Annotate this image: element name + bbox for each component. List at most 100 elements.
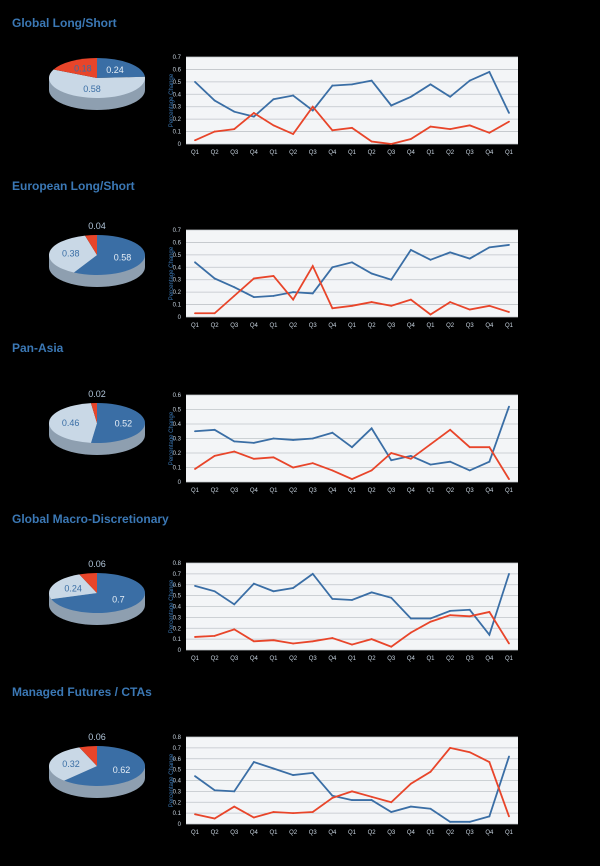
x-tick-label: Q2 [289, 150, 298, 156]
x-tick-label: Q3 [230, 830, 239, 836]
pie-label: 0.58 [114, 253, 132, 263]
x-tick-label: Q1 [505, 656, 514, 662]
blue-data-point [390, 596, 393, 599]
blue-data-point [508, 244, 510, 246]
pie-label: 0.38 [62, 249, 80, 259]
red-data-point [409, 298, 412, 301]
x-tick-label: Q2 [289, 656, 298, 662]
x-tick-label: Q3 [309, 830, 318, 836]
x-tick-label: Q2 [446, 150, 455, 156]
y-tick-label: 0.3 [173, 437, 182, 443]
blue-data-point [213, 99, 216, 102]
x-tick-label: Q4 [407, 150, 416, 156]
red-data-point [488, 131, 491, 134]
x-tick-label: Q3 [230, 488, 239, 494]
x-tick-label: Q2 [446, 488, 455, 494]
red-data-point [213, 455, 216, 457]
y-tick-label: 0.3 [173, 789, 182, 795]
red-data-point [390, 304, 393, 307]
line-chart: 0 0.1 0.2 0.3 0.4 0.5 0.6 0.7 0.8 Percentage Chan… [169, 735, 518, 836]
line-chart: 0 0.1 0.2 0.3 0.4 0.5 0.6 0.7 Percentage Change Q… [169, 228, 518, 329]
y-tick-label: 0.7 [173, 55, 182, 61]
red-data-point [390, 645, 393, 648]
red-data-point [351, 643, 353, 646]
y-tick-label: 0.2 [173, 117, 182, 123]
red-data-point [194, 468, 196, 470]
blue-data-point [409, 95, 412, 98]
y-tick-label: 0.4 [173, 422, 182, 428]
pie-chart: 0.52 0.46 0.02 [49, 389, 145, 455]
pie-label: 0.46 [62, 418, 80, 428]
pie-label: 0.32 [62, 759, 80, 769]
x-tick-label: Q4 [328, 656, 337, 662]
blue-data-point [488, 246, 491, 249]
x-tick-label: Q2 [368, 150, 377, 156]
y-tick-label: 0.7 [173, 228, 182, 234]
blue-data-point [292, 587, 295, 589]
red-data-point [508, 642, 510, 645]
blue-data-point [370, 799, 373, 801]
blue-data-point [233, 603, 236, 606]
red-data-point [370, 140, 373, 143]
pie-label: 0.62 [113, 765, 131, 775]
pie-chart: 0.7 0.24 0.06 [48, 559, 145, 625]
x-tick-label: Q4 [328, 323, 337, 329]
chart-section: Pan-Asia 0.52 0.46 0.02 0 0.1 0.2 0.3 0.4 0.5 0.6 P… [12, 341, 518, 494]
red-data-point [409, 138, 412, 140]
red-data-point [233, 128, 236, 130]
pie-slice [48, 747, 97, 781]
red-data-point [370, 638, 373, 641]
red-data-point [449, 301, 452, 303]
blue-data-point [213, 789, 216, 792]
x-tick-label: Q2 [368, 323, 377, 329]
y-tick-label: 0.6 [173, 67, 182, 73]
pie-label: 0.06 [88, 559, 106, 569]
x-tick-label: Q4 [250, 656, 259, 662]
pie-chart: 0.62 0.32 0.06 [48, 732, 145, 798]
pie-slice [48, 574, 97, 600]
red-data-point [272, 811, 275, 813]
blue-data-point [272, 294, 275, 297]
red-data-point [449, 128, 452, 130]
pie-chart: 0.58 0.38 0.04 [49, 221, 145, 287]
section-title: Global Long/Short [12, 16, 117, 30]
blue-data-point [292, 94, 295, 97]
x-tick-label: Q3 [387, 830, 396, 836]
red-data-point [429, 313, 432, 316]
x-tick-label: Q4 [407, 830, 416, 836]
red-data-point [292, 298, 295, 301]
red-data-point [429, 770, 432, 773]
x-tick-label: Q1 [269, 656, 278, 662]
y-tick-label: 0.1 [173, 130, 182, 136]
blue-data-point [213, 277, 216, 280]
red-data-point [468, 615, 471, 618]
red-data-point [311, 265, 314, 267]
y-tick-label: 0.4 [173, 265, 182, 271]
blue-data-point [449, 460, 452, 463]
blue-data-point [429, 258, 432, 261]
blue-data-point [311, 292, 314, 295]
red-data-point [468, 124, 471, 127]
x-tick-label: Q1 [191, 656, 200, 662]
chart-section: European Long/Short 0.58 0.38 0.04 0 0.1 0.2 0.… [12, 179, 518, 329]
chart-section: Global Macro-Discretionary 0.7 0.24 0.06 0 0.… [12, 512, 518, 662]
x-tick-label: Q4 [328, 150, 337, 156]
blue-data-point [331, 597, 334, 600]
x-tick-label: Q4 [250, 830, 259, 836]
y-tick-label: 0 [178, 142, 182, 148]
blue-data-point [468, 79, 471, 82]
red-data-point [370, 469, 373, 472]
x-tick-label: Q3 [309, 150, 318, 156]
blue-data-point [311, 109, 314, 112]
y-tick-label: 0.1 [173, 811, 182, 817]
y-tick-label: 0.5 [173, 408, 182, 414]
y-axis-label: Percentage Change [169, 753, 175, 807]
y-tick-label: 0.2 [173, 800, 182, 806]
red-data-point [409, 782, 412, 785]
red-data-point [213, 817, 216, 820]
x-tick-label: Q2 [211, 830, 220, 836]
blue-data-point [370, 272, 373, 275]
x-tick-label: Q2 [289, 323, 298, 329]
pie-label: 0.02 [88, 389, 106, 399]
x-tick-label: Q2 [446, 323, 455, 329]
